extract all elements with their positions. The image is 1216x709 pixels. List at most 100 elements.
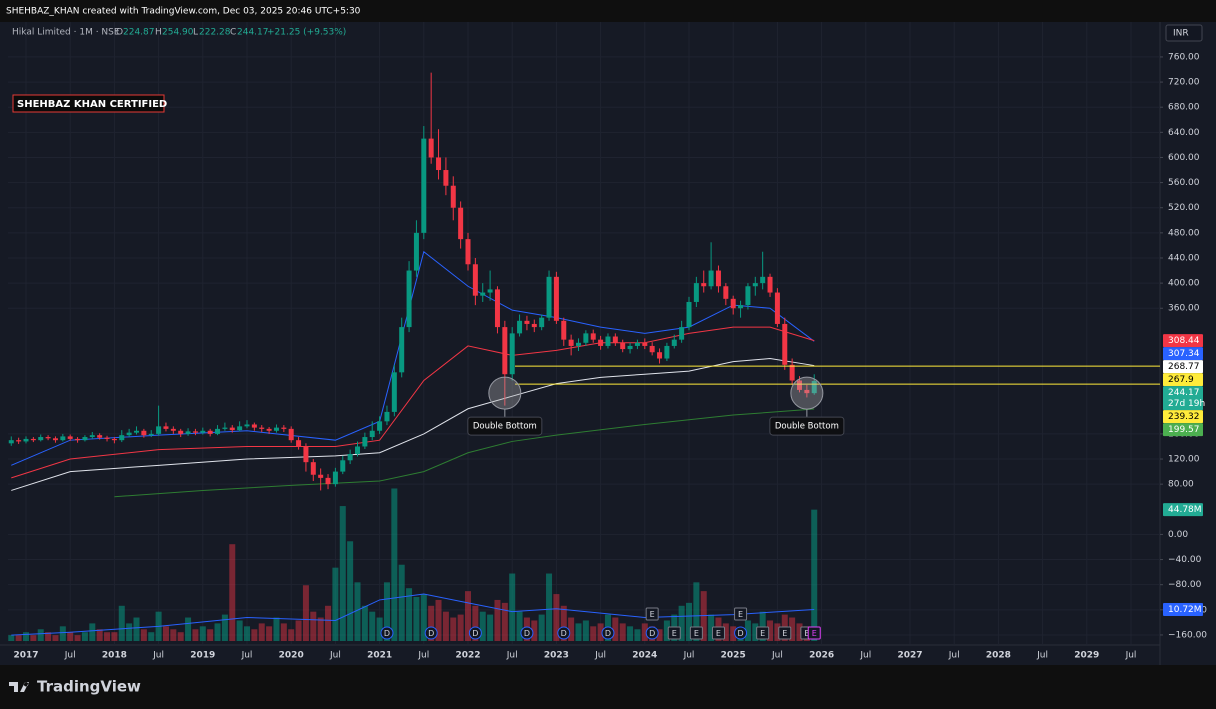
candle-body [708, 270, 714, 287]
volume-bar [148, 632, 155, 641]
price-label-box [1163, 423, 1203, 437]
candle-body [310, 462, 316, 475]
candle-body [377, 421, 383, 431]
x-tick-label: 2028 [986, 651, 1011, 661]
earnings-marker [778, 626, 792, 640]
candle-body [156, 426, 162, 434]
volume-bar [774, 623, 781, 641]
ohlc-value: 224.87 [123, 28, 155, 38]
volume-bar [126, 623, 133, 641]
volume-bar [244, 626, 250, 641]
top-bar [0, 0, 1216, 22]
candle-body [531, 323, 537, 328]
annotation-circle [790, 376, 824, 410]
volume-bar [627, 626, 634, 641]
event-label: E [738, 610, 743, 619]
volume-bar [457, 614, 464, 641]
x-tick-label: Jul [417, 651, 429, 661]
x-tick-label: Jul [594, 651, 606, 661]
earnings-marker [689, 626, 703, 640]
candle-body [391, 372, 397, 412]
x-tick-label: 2017 [13, 651, 38, 661]
volume-bar [104, 632, 111, 641]
x-tick-label: 2026 [809, 651, 834, 661]
event-label: E [804, 629, 809, 638]
candle-body [723, 286, 729, 299]
volume-bar [347, 541, 354, 641]
candle-body [119, 435, 125, 441]
currency-box[interactable] [1165, 24, 1203, 42]
dividend-marker [601, 626, 615, 640]
candle-body [804, 389, 810, 394]
volume-bar [465, 591, 471, 641]
price-label: 267.9 [1168, 375, 1194, 385]
volume-bar [590, 626, 597, 641]
volume-bar [796, 623, 803, 641]
volume-bar [339, 506, 346, 641]
dividend-marker [557, 626, 571, 640]
event-label: E [716, 629, 721, 638]
volume-bar [288, 629, 295, 641]
ohlc-value: 222.28 [199, 28, 231, 38]
volume-bar [538, 614, 545, 641]
candle-body [605, 336, 611, 346]
candle-body [502, 327, 508, 375]
event-label: D [737, 629, 743, 638]
x-tick-label: 2021 [367, 651, 392, 661]
x-tick-label: Jul [683, 651, 695, 661]
volume-bar [546, 573, 553, 641]
candle-body [23, 438, 29, 442]
x-tick-label: Jul [241, 651, 253, 661]
candle-body [797, 380, 802, 390]
price-label-box [1163, 360, 1203, 374]
volume-bar [686, 602, 692, 641]
candle-body [126, 432, 132, 436]
candle-body [148, 433, 154, 436]
y-tick-label: 400.00 [1168, 279, 1200, 289]
candle-body [472, 264, 478, 296]
annotation-box [467, 416, 543, 436]
volume-bar [59, 626, 66, 641]
volume-bar [722, 623, 729, 641]
volume-bar [759, 611, 766, 641]
candle-body [649, 345, 655, 353]
volume-bar [310, 611, 317, 641]
candle-body [259, 427, 265, 429]
volume-bar [118, 605, 125, 641]
candle-body [480, 292, 486, 296]
volume-bar [730, 626, 737, 641]
candle-body [82, 437, 88, 441]
candle-body [251, 424, 257, 428]
volume-bar [67, 632, 74, 641]
candle-body [185, 431, 191, 434]
currency[interactable]: INR [1173, 29, 1189, 39]
candle-body [450, 185, 456, 208]
candle-body [8, 440, 14, 444]
candle-body [369, 430, 375, 438]
earnings-marker [807, 626, 821, 640]
volume-bar [140, 629, 147, 641]
candle-body [561, 320, 567, 340]
volume-bar [317, 617, 324, 641]
candle-body [671, 339, 677, 346]
volume-bar [236, 620, 243, 641]
volume-bar [251, 629, 258, 641]
candle-body [657, 352, 663, 359]
price-label: 244.17 [1168, 388, 1200, 398]
volume-bar [435, 599, 442, 641]
event-label: E [650, 610, 655, 619]
candle-body [782, 323, 788, 365]
x-tick-label: Jul [1125, 651, 1137, 661]
candle-body [428, 138, 434, 158]
event-label: D [472, 629, 478, 638]
candle-body [222, 427, 228, 429]
volume-bar [30, 635, 37, 641]
event-label: D [605, 629, 611, 638]
y-tick-label: 520.00 [1168, 203, 1200, 213]
candle-body [539, 317, 545, 328]
volume-bar [398, 564, 405, 641]
candle-body [325, 477, 331, 485]
x-tick-label: 2025 [721, 651, 746, 661]
candle-body [163, 426, 169, 429]
price-label-box [1163, 386, 1203, 411]
